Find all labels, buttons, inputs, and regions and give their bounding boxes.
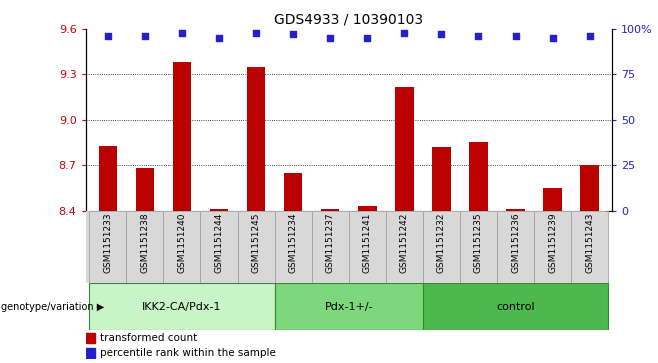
Bar (469, 143, 488, 211)
Point (251, 30, 261, 36)
Text: GSM1151243: GSM1151243 (585, 213, 594, 273)
Bar (86, 348, 95, 358)
Text: GSM1151240: GSM1151240 (178, 213, 186, 273)
Bar (358, 206, 376, 211)
Text: GSM1151238: GSM1151238 (140, 213, 149, 273)
Point (584, 33, 595, 39)
Text: GSM1151234: GSM1151234 (289, 213, 297, 273)
Bar (544, 188, 562, 211)
Bar (86, 333, 95, 343)
Text: Pdx-1+/-: Pdx-1+/- (324, 302, 373, 312)
Text: GSM1151241: GSM1151241 (363, 213, 372, 273)
Text: GSM1151239: GSM1151239 (548, 213, 557, 273)
Text: transformed count: transformed count (100, 334, 197, 343)
Bar (284, 173, 303, 211)
Bar (395, 86, 414, 211)
Text: percentile rank within the sample: percentile rank within the sample (100, 348, 276, 358)
Point (436, 32, 447, 37)
Bar (312, 211, 349, 283)
Text: GSM1151233: GSM1151233 (103, 213, 113, 273)
Bar (460, 211, 497, 283)
Bar (99, 146, 117, 211)
Bar (580, 165, 599, 211)
Bar (89, 211, 126, 283)
Bar (497, 211, 534, 283)
Text: GSM1151235: GSM1151235 (474, 213, 483, 273)
Bar (274, 283, 423, 330)
Bar (432, 147, 451, 211)
Bar (506, 209, 525, 211)
Text: GSM1151236: GSM1151236 (511, 213, 520, 273)
Point (473, 33, 484, 39)
Point (362, 35, 372, 41)
Text: IKK2-CA/Pdx-1: IKK2-CA/Pdx-1 (142, 302, 222, 312)
Point (511, 33, 521, 39)
Text: control: control (496, 302, 535, 312)
Bar (172, 62, 191, 211)
Text: GSM1151242: GSM1151242 (400, 213, 409, 273)
Text: GSM1151237: GSM1151237 (326, 213, 335, 273)
Bar (386, 211, 423, 283)
Text: genotype/variation ▶: genotype/variation ▶ (1, 302, 104, 312)
Bar (89, 283, 274, 330)
Point (325, 35, 336, 41)
Bar (423, 283, 608, 330)
Bar (423, 211, 460, 283)
Bar (126, 211, 163, 283)
Bar (201, 211, 238, 283)
Text: GSM1151245: GSM1151245 (251, 213, 261, 273)
Point (176, 30, 187, 36)
Bar (163, 211, 201, 283)
Bar (136, 168, 154, 211)
Text: GSM1151232: GSM1151232 (437, 213, 446, 273)
Bar (274, 211, 312, 283)
Bar (534, 211, 571, 283)
Point (214, 35, 224, 41)
Bar (321, 209, 340, 211)
Text: GSM1151244: GSM1151244 (215, 213, 224, 273)
Bar (571, 211, 608, 283)
Bar (210, 209, 228, 211)
Point (139, 33, 150, 39)
Point (103, 33, 113, 39)
Point (399, 30, 410, 36)
Title: GDS4933 / 10390103: GDS4933 / 10390103 (274, 12, 423, 26)
Point (547, 35, 558, 41)
Bar (238, 211, 274, 283)
Point (288, 32, 298, 37)
Bar (349, 211, 386, 283)
Bar (247, 67, 265, 211)
